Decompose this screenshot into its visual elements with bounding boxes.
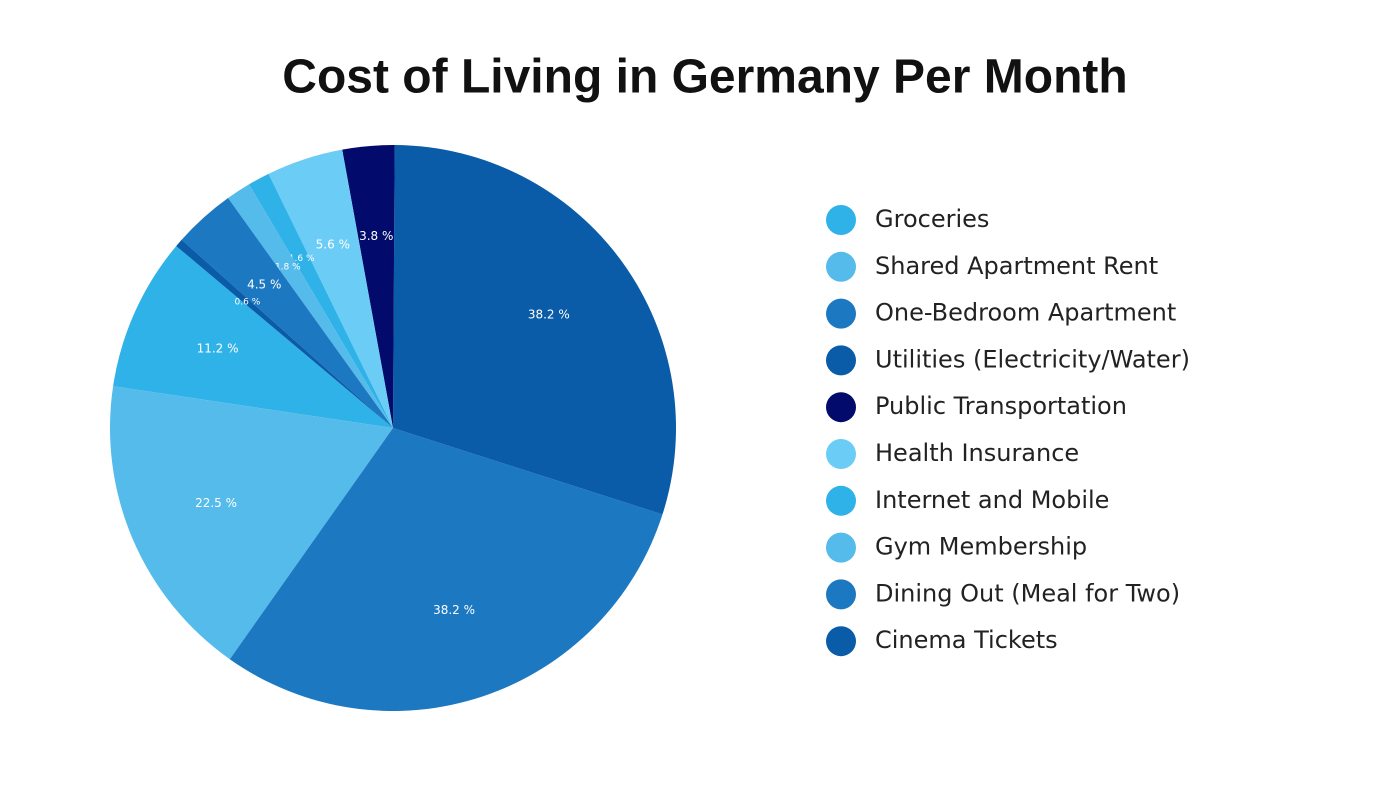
chart-title: Cost of Living in Germany Per Month (282, 51, 1127, 104)
pie-slice (176, 239, 393, 428)
legend-label: Internet and Mobile (875, 486, 1109, 514)
legend-marker (826, 392, 856, 423)
legend-marker (826, 251, 856, 282)
legend-label: Shared Apartment Rent (875, 252, 1158, 280)
slice-label: 38.2 % (433, 603, 475, 617)
pie-slice (342, 145, 395, 428)
pie-slice (228, 184, 393, 428)
pie-slice (109, 386, 393, 660)
legend-marker (826, 298, 856, 329)
slice-label: 3.8 % (359, 229, 393, 243)
slice-label: 1.6 % (289, 254, 315, 264)
legend-marker (826, 345, 856, 376)
slice-label: 1.8 % (275, 262, 301, 272)
legend-label: Cinema Tickets (875, 626, 1058, 654)
legend-marker (826, 579, 856, 610)
legend-label: Dining Out (Meal for Two) (875, 579, 1180, 607)
legend-label: Utilities (Electricity/Water) (875, 345, 1190, 373)
legend-marker (826, 205, 856, 235)
slice-label: 0.6 % (235, 298, 261, 308)
legend-label: Gym Membership (875, 533, 1087, 561)
legend-label: One-Bedroom Apartment (875, 299, 1176, 327)
legend-marker (826, 532, 856, 563)
legend-marker (826, 439, 856, 469)
slice-label: 4.5 % (247, 277, 281, 291)
pie-slice (268, 149, 393, 429)
legend-label: Health Insurance (875, 439, 1079, 467)
pie-slice (248, 173, 393, 428)
pie-slice (393, 145, 676, 515)
slice-label: 5.6 % (316, 238, 350, 252)
slice-label: 11.2 % (197, 341, 239, 355)
pie-slice (181, 198, 393, 428)
pie-slice (229, 428, 663, 711)
legend-label: Groceries (875, 205, 989, 233)
slice-label: 38.2 % (528, 308, 570, 322)
legend-marker (826, 485, 856, 516)
pie-slice (113, 246, 393, 428)
legend-marker (826, 626, 856, 657)
legend-label: Public Transportation (875, 392, 1127, 420)
slice-label: 22.5 % (195, 496, 237, 510)
